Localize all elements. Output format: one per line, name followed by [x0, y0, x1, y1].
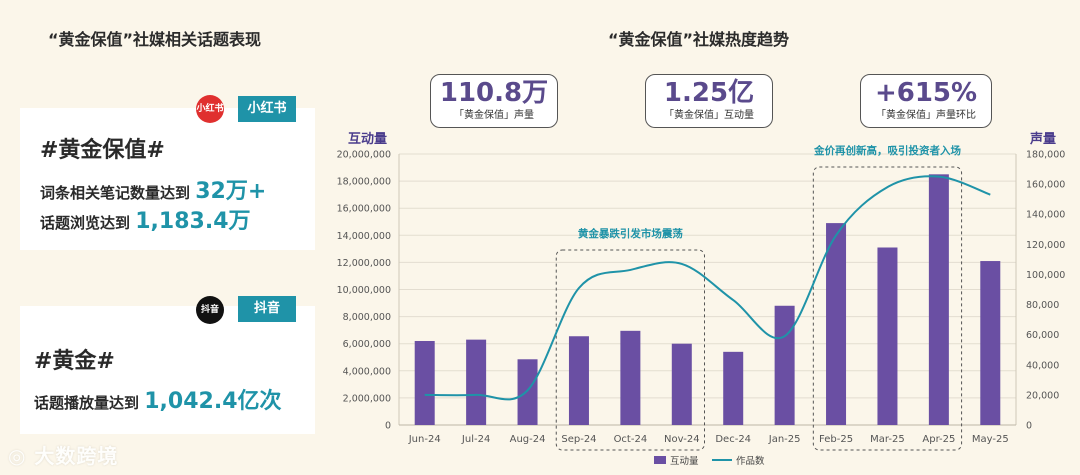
plays-prefix: 话题播放量达到 — [34, 394, 140, 412]
bar-Feb-25 — [826, 223, 847, 425]
kpi-volume-label: 「黄金保值」声量 — [454, 110, 534, 121]
x-tick-label: Jan-25 — [768, 434, 801, 445]
y2-tick-label: 40,000 — [1026, 360, 1059, 371]
y2-tick-label: 100,000 — [1026, 270, 1065, 281]
y2-tick-label: 140,000 — [1026, 210, 1065, 221]
bar-Apr-25 — [928, 174, 949, 425]
right-axis-title: 声量 — [1030, 132, 1057, 147]
bar-May-25 — [980, 261, 1001, 425]
y2-tick-label: 20,000 — [1026, 390, 1059, 401]
views-prefix: 话题浏览达到 — [40, 214, 131, 232]
xiaohongshu-badge: 小红书 — [238, 96, 296, 122]
plays-value: 1,042.4亿次 — [144, 389, 282, 414]
y2-tick-label: 0 — [1026, 421, 1032, 432]
legend-swatch-bar — [654, 456, 666, 464]
bar-Jul-24 — [466, 339, 487, 425]
y-tick-label: 2,000,000 — [343, 393, 391, 404]
x-tick-label: May-25 — [972, 434, 1009, 445]
x-tick-label: Dec-24 — [715, 434, 751, 445]
xiaohongshu-logo: 小红书 — [196, 95, 224, 123]
kpi-growth: +615% 「黄金保值」声量环比 — [860, 74, 992, 128]
y2-tick-label: 80,000 — [1026, 300, 1059, 311]
y-tick-label: 4,000,000 — [343, 366, 391, 377]
x-tick-label: Sep-24 — [561, 434, 596, 445]
douyin-card — [20, 306, 315, 434]
y-tick-label: 14,000,000 — [337, 231, 391, 242]
notes-value: 32万+ — [195, 179, 267, 204]
series-line-作品数 — [424, 175, 991, 401]
annotation-label: 黄金暴跌引发市场震荡 — [578, 227, 683, 240]
watermark-icon: ◎ — [8, 444, 27, 468]
bar-Jan-25 — [774, 305, 795, 425]
watermark-logo: ◎ 大数跨境 — [8, 440, 118, 469]
x-tick-label: Feb-25 — [819, 434, 853, 445]
y-tick-label: 0 — [385, 421, 391, 432]
y-tick-label: 20,000,000 — [337, 150, 391, 161]
kpi-interaction-label: 「黄金保值」互动量 — [664, 110, 754, 121]
y-tick-label: 8,000,000 — [343, 312, 391, 323]
x-tick-label: Aug-24 — [510, 434, 546, 445]
annotation-box — [555, 249, 705, 451]
kpi-volume-value: 110.8万 — [439, 78, 549, 108]
left-panel-title: “黄金保值”社媒相关话题表现 — [48, 30, 262, 49]
douyin-logo: 抖音 — [196, 296, 224, 324]
douyin-plays-line: 话题播放量达到 1,042.4亿次 — [34, 383, 282, 415]
y-tick-label: 18,000,000 — [337, 177, 391, 188]
kpi-growth-value: +615% — [874, 78, 978, 108]
xiaohongshu-notes-line: 词条相关笔记数量达到 32万+ — [40, 173, 266, 205]
annotation-box — [812, 166, 963, 451]
douyin-badge: 抖音 — [238, 296, 296, 322]
x-tick-label: Jul-24 — [461, 434, 490, 445]
y2-tick-label: 60,000 — [1026, 330, 1059, 341]
bar-Sep-24 — [568, 336, 589, 425]
views-value: 1,183.4万 — [135, 209, 251, 234]
y2-tick-label: 160,000 — [1026, 180, 1065, 191]
bar-Dec-24 — [723, 351, 744, 425]
left-axis-title: 互动量 — [348, 132, 388, 147]
legend-label-line: 作品数 — [736, 455, 765, 467]
kpi-interaction-value: 1.25亿 — [663, 78, 755, 108]
x-tick-label: Jun-24 — [408, 434, 441, 445]
xiaohongshu-views-line: 话题浏览达到 1,183.4万 — [40, 203, 251, 235]
watermark-text: 大数跨境 — [34, 444, 119, 468]
y-tick-label: 16,000,000 — [337, 204, 391, 215]
y2-tick-label: 120,000 — [1026, 240, 1065, 251]
douyin-hashtag: #黄金# — [34, 349, 115, 374]
notes-prefix: 词条相关笔记数量达到 — [40, 184, 191, 202]
xiaohongshu-hashtag: #黄金保值# — [40, 138, 165, 163]
bar-Nov-24 — [671, 343, 692, 425]
annotation-label: 金价再创新高，吸引投资者入场 — [813, 144, 961, 157]
bar-Mar-25 — [877, 247, 898, 425]
kpi-volume: 110.8万 「黄金保值」声量 — [430, 74, 558, 128]
x-tick-label: Apr-25 — [922, 434, 955, 445]
legend-label-bar: 互动量 — [670, 456, 699, 467]
kpi-interaction: 1.25亿 「黄金保值」互动量 — [645, 74, 773, 128]
right-panel-title: “黄金保值”社媒热度趋势 — [608, 30, 790, 49]
y2-tick-label: 180,000 — [1026, 150, 1065, 161]
y-tick-label: 12,000,000 — [337, 258, 391, 269]
kpi-growth-label: 「黄金保值」声量环比 — [876, 110, 976, 121]
x-tick-label: Mar-25 — [870, 434, 905, 445]
xiaohongshu-card — [20, 108, 315, 250]
bar-Aug-24 — [517, 359, 538, 425]
bar-Oct-24 — [620, 330, 641, 425]
x-tick-label: Oct-24 — [614, 434, 648, 445]
y-tick-label: 6,000,000 — [343, 339, 391, 350]
y-tick-label: 10,000,000 — [337, 285, 391, 296]
bar-Jun-24 — [414, 340, 435, 425]
x-tick-label: Nov-24 — [664, 434, 700, 445]
